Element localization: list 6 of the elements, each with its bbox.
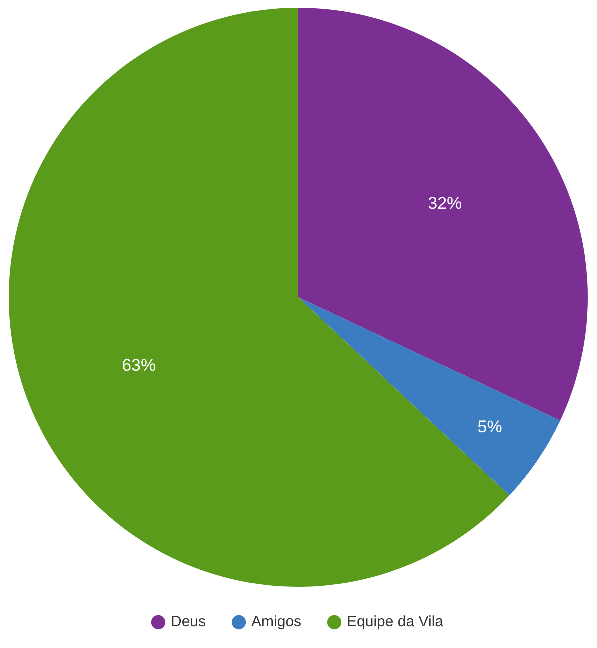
data-label: 63% [122, 356, 156, 376]
data-label: 5% [478, 417, 502, 436]
legend-label: Equipe da Vila [347, 614, 444, 631]
legend-label: Amigos [252, 614, 302, 631]
data-label: 32% [428, 194, 462, 214]
legend-label: Deus [171, 614, 206, 631]
